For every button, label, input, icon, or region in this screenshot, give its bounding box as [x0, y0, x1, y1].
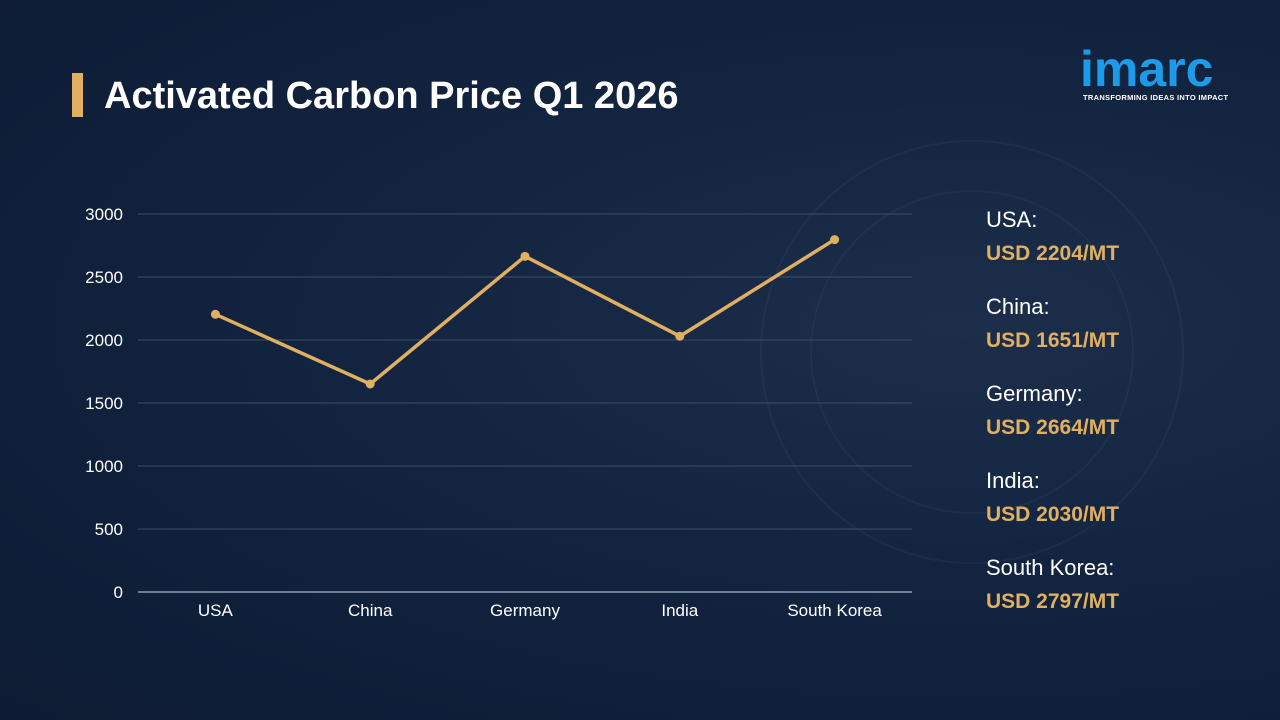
legend-country: India: [986, 468, 1040, 493]
background-ring [810, 190, 1134, 514]
x-tick-label: South Korea [787, 601, 882, 620]
legend-country: South Korea: [986, 555, 1115, 580]
legend-country: USA: [986, 207, 1038, 232]
logo-tagline: TRANSFORMING IDEAS INTO IMPACT [1083, 93, 1229, 102]
chart-series [210, 235, 840, 389]
y-tick-label: 0 [114, 583, 123, 602]
legend-item-china: China: USD 1651/MT [986, 290, 1256, 377]
x-tick-label: Germany [490, 601, 560, 620]
data-point [365, 379, 375, 389]
y-tick-label: 2000 [85, 331, 123, 350]
legend-item-germany: Germany: USD 2664/MT [986, 377, 1256, 464]
y-axis-tick-labels: 0 500 1000 1500 2000 2500 3000 [85, 205, 123, 602]
y-tick-label: 2500 [85, 268, 123, 287]
line-chart: 0 500 1000 1500 2000 2500 3000 USA China Germany… [85, 205, 912, 620]
legend-price: USD 2797/MT [986, 590, 1120, 613]
chart-gridlines [138, 213, 912, 593]
y-tick-label: 500 [95, 520, 123, 539]
price-legend: USA: USD 2204/MT China: USD 1651/MT Germ… [986, 203, 1256, 638]
data-point [210, 309, 220, 319]
y-tick-label: 1500 [85, 394, 123, 413]
x-tick-label: China [348, 601, 393, 620]
data-point [520, 251, 530, 261]
data-point [675, 331, 685, 341]
x-axis-tick-labels: USA China Germany India South Korea [198, 601, 882, 620]
series-line [213, 237, 837, 386]
x-tick-label: USA [198, 601, 234, 620]
imarc-logo: imarc TRANSFORMING IDEAS INTO IMPACT [1080, 34, 1250, 104]
data-point [830, 235, 840, 245]
legend-item-india: India: USD 2030/MT [986, 464, 1256, 551]
legend-price: USD 2664/MT [986, 416, 1120, 439]
legend-price: USD 1651/MT [986, 329, 1120, 352]
x-tick-label: India [661, 601, 698, 620]
chart-title: Activated Carbon Price Q1 2026 [104, 75, 679, 117]
y-tick-label: 1000 [85, 457, 123, 476]
legend-country: Germany: [986, 381, 1083, 406]
legend-country: China: [986, 294, 1050, 319]
legend-item-usa: USA: USD 2204/MT [986, 203, 1256, 290]
legend-item-south-korea: South Korea: USD 2797/MT [986, 551, 1256, 638]
legend-price: USD 2030/MT [986, 503, 1120, 526]
svg-text:imarc: imarc [1080, 41, 1213, 94]
title-accent-bar [72, 73, 83, 117]
imarc-logo-mark: imarc [1080, 41, 1213, 94]
background-ring [760, 140, 1184, 564]
y-tick-label: 3000 [85, 205, 123, 224]
legend-price: USD 2204/MT [986, 242, 1120, 265]
